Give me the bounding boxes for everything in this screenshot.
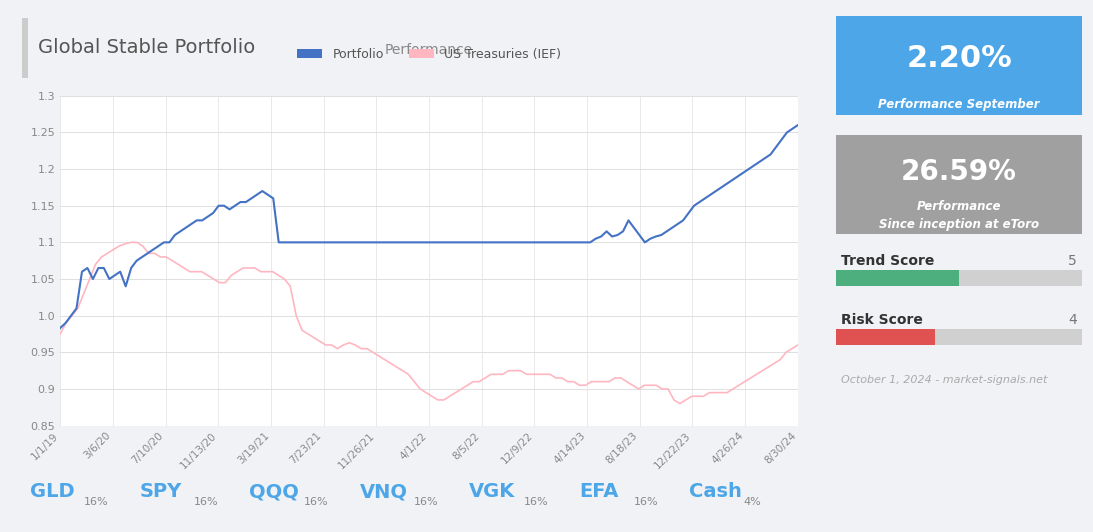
Text: 16%: 16%	[414, 497, 438, 508]
Text: Performance September: Performance September	[879, 97, 1039, 111]
Bar	[22, 18, 27, 78]
Text: 16%: 16%	[193, 497, 219, 508]
Text: 5: 5	[1068, 254, 1078, 268]
Text: EFA: EFA	[579, 482, 619, 501]
Bar	[836, 270, 1082, 286]
Text: Risk Score: Risk Score	[842, 313, 922, 327]
Text: 26.59%: 26.59%	[901, 158, 1018, 186]
Bar	[836, 135, 1082, 234]
Title: Performance: Performance	[385, 43, 473, 57]
Text: 16%: 16%	[634, 497, 658, 508]
Text: 2.20%: 2.20%	[906, 44, 1012, 72]
Legend: Portfolio, US Treasuries (IEF): Portfolio, US Treasuries (IEF)	[292, 43, 566, 65]
Text: 4: 4	[1068, 313, 1078, 327]
Bar	[836, 270, 960, 286]
Text: Trend Score: Trend Score	[842, 254, 935, 268]
Text: Since inception at eToro: Since inception at eToro	[879, 218, 1039, 231]
Text: Cash: Cash	[690, 482, 742, 501]
Text: Global Stable Portfolio: Global Stable Portfolio	[38, 38, 256, 57]
Text: October 1, 2024 - market-signals.net: October 1, 2024 - market-signals.net	[842, 375, 1047, 385]
Text: GLD: GLD	[30, 482, 74, 501]
Text: VGK: VGK	[469, 482, 516, 501]
Text: QQQ: QQQ	[249, 482, 299, 501]
Bar	[836, 329, 935, 345]
Text: 16%: 16%	[524, 497, 549, 508]
Text: VNQ: VNQ	[360, 482, 408, 501]
Text: 16%: 16%	[304, 497, 328, 508]
Text: 4%: 4%	[743, 497, 762, 508]
Text: Performance: Performance	[917, 200, 1001, 213]
Text: 16%: 16%	[84, 497, 108, 508]
Bar	[836, 329, 1082, 345]
Bar	[836, 16, 1082, 115]
Text: SPY: SPY	[140, 482, 181, 501]
